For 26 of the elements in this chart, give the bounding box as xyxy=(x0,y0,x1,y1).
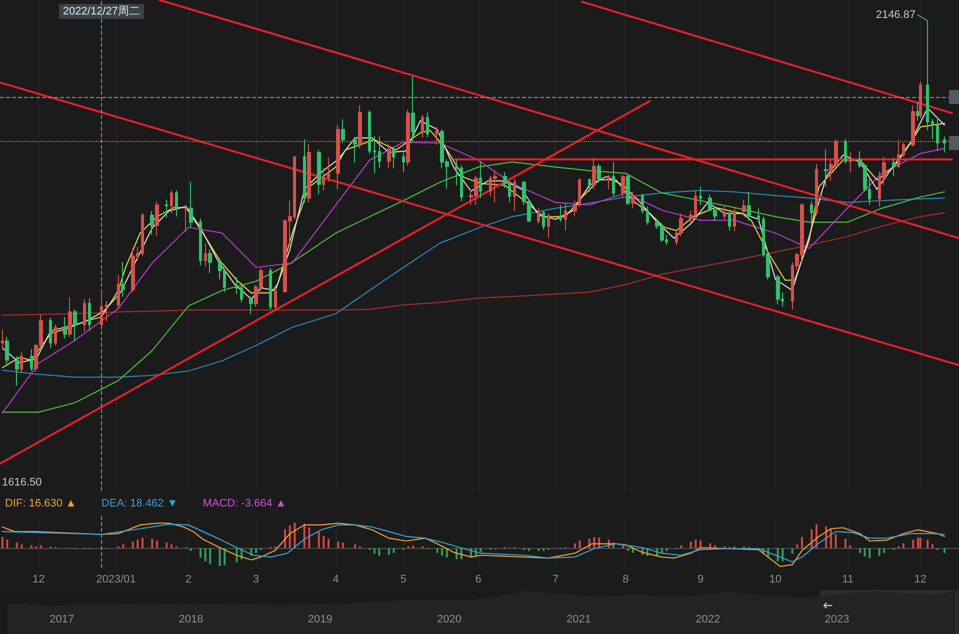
series-label: DIF: 16.630 ▲ xyxy=(5,498,76,510)
x-tick-label: 2017 xyxy=(50,614,74,626)
series-label: MACD: -3.664 ▲ xyxy=(202,498,286,510)
x-tick-label: 12 xyxy=(32,574,45,586)
x-tick-label: 10 xyxy=(769,574,782,586)
x-tick-label: 2019 xyxy=(308,614,332,626)
x-tick-label: 12 xyxy=(914,574,926,586)
x-tick-label: 11 xyxy=(842,574,854,586)
x-tick-label: 2 xyxy=(185,574,192,586)
x-tick-label: 3 xyxy=(252,574,260,586)
text: 1616.50 xyxy=(2,476,42,488)
x-tick-label: 2023/01 xyxy=(96,574,136,586)
x-tick-label: 9 xyxy=(697,574,704,586)
x-tick-label: 6 xyxy=(475,574,482,586)
x-tick-label: 4 xyxy=(332,574,339,586)
annotation: 2146.87 xyxy=(876,8,916,21)
x-tick-label: 2023 xyxy=(824,614,850,626)
x-tick-label: 2020 xyxy=(437,614,462,626)
x-tick-label: 7 xyxy=(552,574,559,586)
x-tick-label: 8 xyxy=(622,574,629,586)
x-tick-label: 2021 xyxy=(566,614,591,626)
ref-line-label: 2022/12/27周二 xyxy=(62,6,140,18)
series-label: DEA: 18.462 ▼ xyxy=(101,498,178,510)
x-tick-label: 2018 xyxy=(178,614,204,626)
x-tick-label: 5 xyxy=(400,574,406,586)
x-tick-label: 2022 xyxy=(696,614,720,626)
